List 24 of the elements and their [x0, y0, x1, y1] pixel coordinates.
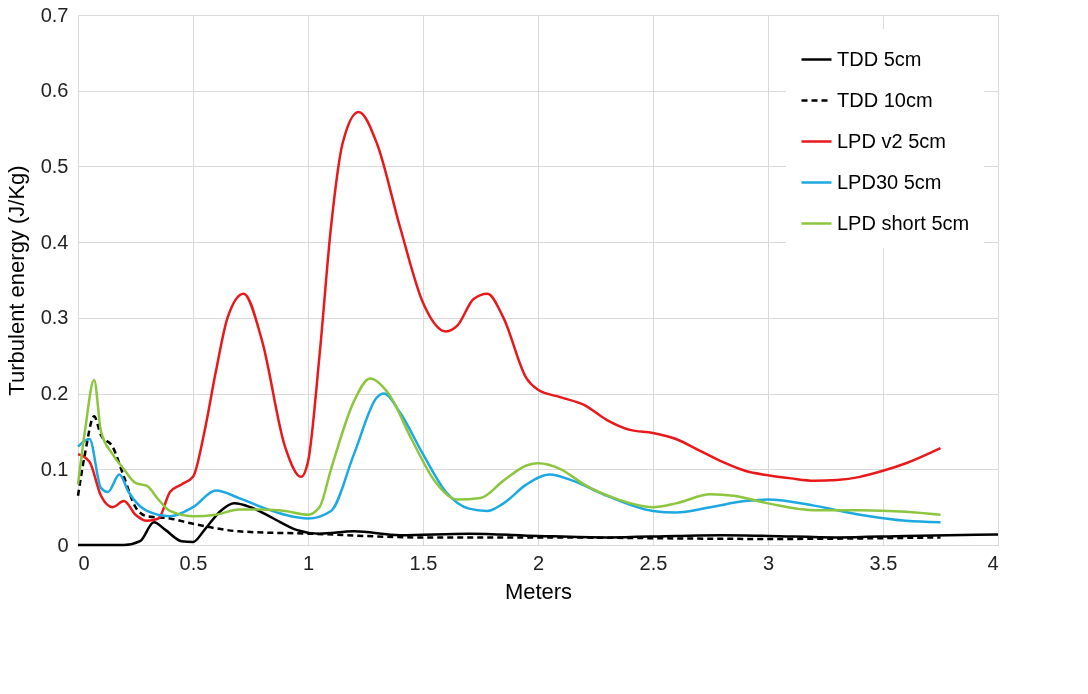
legend-label: TDD 5cm: [837, 47, 922, 70]
y-tick-label: 0.2: [40, 382, 69, 405]
y-axis-title: Turbulent energy (J/Kg): [3, 165, 29, 396]
x-tick-label: 0.5: [179, 551, 208, 574]
x-axis-title: Meters: [504, 578, 573, 604]
x-tick-label: 2.5: [639, 551, 668, 574]
x-tick-label: 2: [532, 551, 545, 574]
y-tick-label: 0.1: [40, 457, 69, 480]
x-tick-label: 3.5: [869, 551, 898, 574]
y-tick-label: 0.6: [40, 79, 69, 102]
x-tick-label: 0: [78, 551, 90, 574]
legend-label: LPD short 5cm: [837, 211, 970, 234]
legend-label: LPD v2 5cm: [837, 129, 946, 152]
x-tick-label: 3: [762, 551, 775, 574]
x-tick-label: 4: [987, 551, 999, 574]
x-tick-label: 1.5: [409, 551, 438, 574]
legend-label: TDD 10cm: [837, 88, 933, 111]
legend-label: LPD30 5cm: [837, 170, 942, 193]
y-tick-label: 0: [57, 533, 69, 556]
y-tick-label: 0.4: [40, 230, 69, 253]
y-tick-label: 0.3: [40, 306, 69, 329]
y-tick-label: 0.7: [40, 3, 69, 26]
y-tick-label: 0.5: [40, 154, 69, 177]
x-tick-label: 1: [302, 551, 315, 574]
